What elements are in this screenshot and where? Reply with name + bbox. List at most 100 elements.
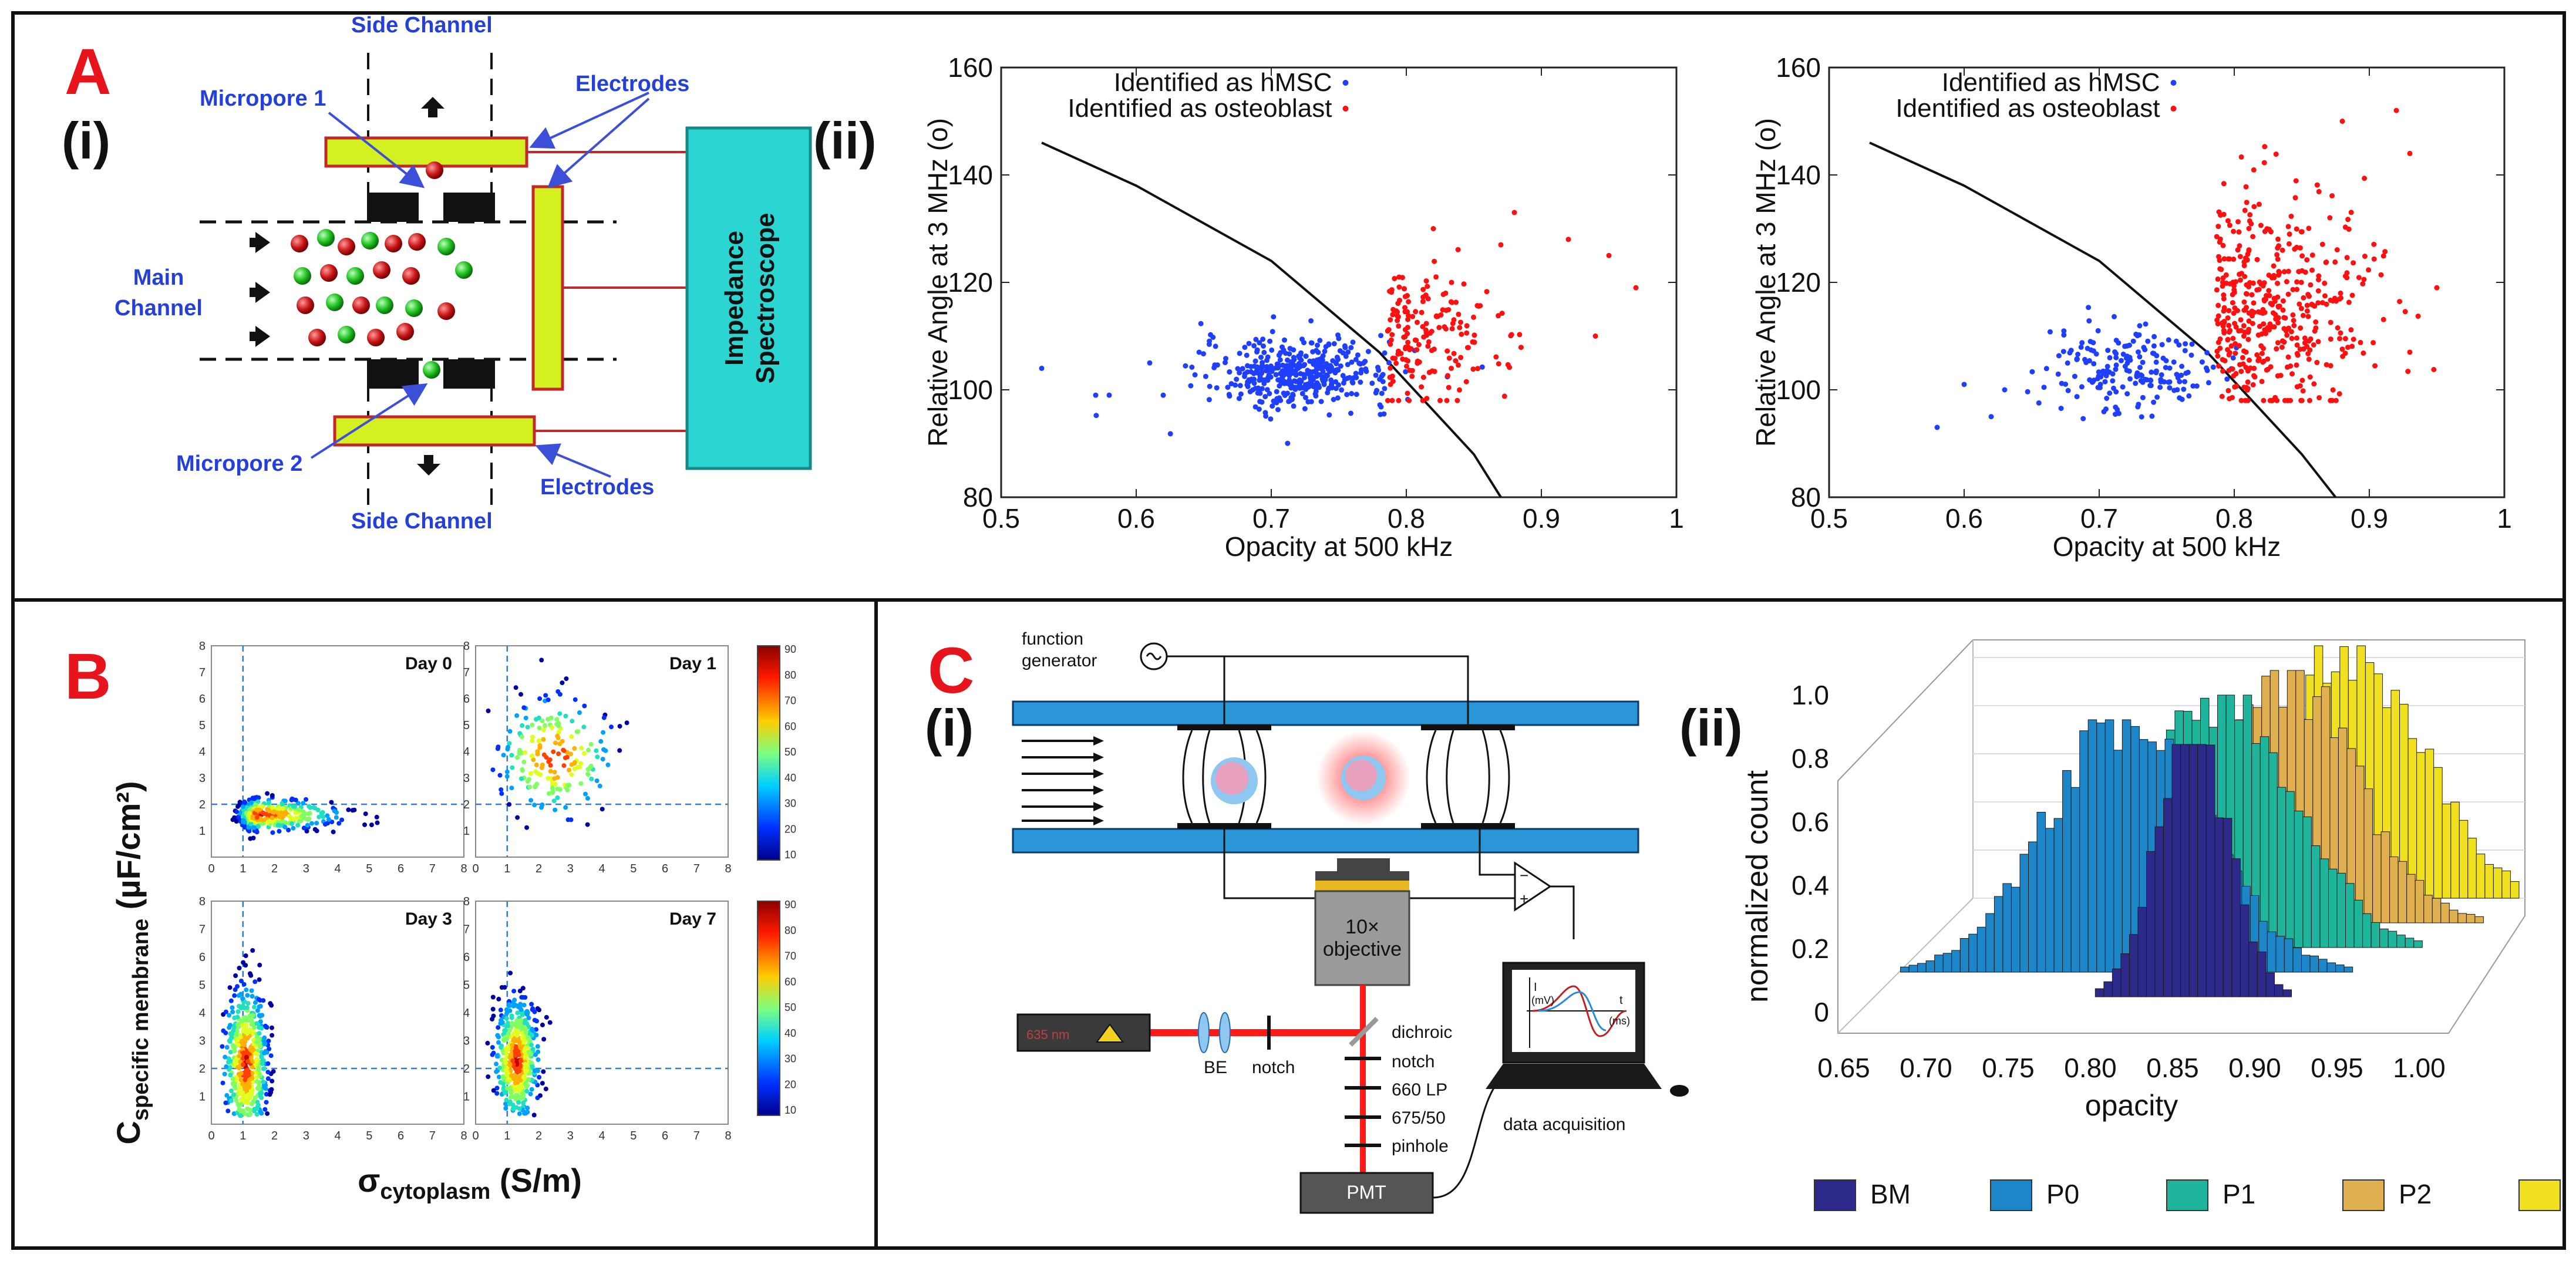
data-point	[1247, 389, 1253, 395]
colorbar-tick: 30	[784, 798, 796, 810]
data-point	[2323, 259, 2329, 265]
data-point	[2378, 272, 2384, 278]
density-point	[295, 822, 301, 828]
density-point	[521, 1100, 526, 1105]
density-point	[265, 1111, 270, 1116]
data-point	[1279, 344, 1285, 350]
density-point	[517, 1106, 522, 1111]
data-point	[1459, 331, 1464, 337]
data-point	[1404, 363, 1409, 369]
density-point	[501, 1077, 506, 1082]
data-point	[1314, 366, 1319, 372]
data-point	[2231, 228, 2237, 234]
data-point	[2311, 342, 2316, 348]
density-point	[585, 822, 590, 827]
density-point	[241, 818, 246, 823]
density-point	[496, 1034, 501, 1040]
data-point	[2315, 288, 2321, 294]
data-point	[2210, 364, 2216, 370]
density-point	[243, 800, 248, 805]
data-point	[1317, 372, 1323, 377]
density-point	[533, 784, 538, 790]
data-point	[1493, 354, 1499, 360]
density-point	[508, 970, 513, 976]
data-point	[2250, 280, 2256, 286]
data-point	[1397, 298, 1402, 304]
spectro-label-1: Impedance	[720, 231, 749, 366]
data-point	[2123, 355, 2129, 361]
data-point	[2284, 279, 2289, 285]
data-point	[2139, 414, 2144, 420]
x-tick-label: 0.7	[1252, 503, 1290, 534]
data-point	[1307, 369, 1313, 375]
density-point	[517, 731, 523, 736]
data-point	[2279, 338, 2285, 344]
density-point	[244, 1084, 249, 1089]
density-point	[494, 1061, 499, 1067]
density-point	[519, 734, 524, 740]
data-point	[2254, 352, 2260, 358]
green-particle	[317, 229, 335, 247]
panel-c-frame	[874, 598, 2566, 1250]
data-point	[1277, 357, 1283, 363]
data-point	[2275, 281, 2280, 286]
y-tick-label: 80	[1791, 482, 1821, 513]
density-point	[517, 989, 523, 993]
data-point	[2215, 276, 2221, 282]
data-point	[2316, 395, 2322, 400]
data-point	[2221, 319, 2227, 324]
data-point	[1420, 299, 1426, 305]
data-point	[2256, 201, 2262, 207]
density-point	[496, 1074, 501, 1080]
spectro-label-2: Spectroscope	[751, 213, 780, 384]
legend-swatch	[2166, 1179, 2208, 1211]
data-point	[2306, 356, 2312, 362]
data-point	[2240, 355, 2245, 360]
density-point	[316, 814, 322, 820]
hist-bar	[1968, 933, 1978, 973]
data-point	[2215, 321, 2221, 327]
density-point	[240, 1081, 245, 1087]
density-point	[530, 1064, 535, 1070]
data-point	[2120, 384, 2126, 390]
data-point	[2025, 389, 2031, 395]
data-point	[2151, 343, 2157, 349]
x-axis-label: Opacity at 500 kHz	[2053, 531, 2281, 562]
data-point	[2255, 309, 2261, 315]
legend-swatch	[1990, 1179, 2032, 1211]
data-point	[1407, 367, 1413, 373]
data-point	[2284, 332, 2290, 338]
density-point	[251, 835, 256, 841]
density-point	[605, 762, 611, 767]
data-point	[2298, 325, 2304, 331]
density-point	[245, 993, 250, 998]
data-point	[1212, 362, 1218, 368]
data-point	[2306, 225, 2312, 231]
data-point	[1501, 393, 1507, 399]
data-point	[1453, 358, 1459, 364]
density-point	[515, 815, 520, 820]
x-tick-label: 5	[630, 1129, 637, 1142]
data-point	[2237, 243, 2242, 249]
density-point	[503, 1101, 508, 1107]
density-point	[528, 1052, 533, 1057]
data-point	[2316, 277, 2321, 282]
data-point	[1260, 336, 1266, 342]
data-point	[1262, 394, 1268, 400]
density-point	[314, 821, 319, 826]
data-point	[1308, 340, 1314, 346]
colorbar-tick: 90	[784, 899, 796, 911]
data-point	[1451, 350, 1457, 356]
data-point	[1280, 362, 1285, 368]
density-point	[517, 751, 522, 756]
density-point	[256, 1065, 261, 1070]
data-point	[2226, 367, 2232, 373]
data-point	[1413, 338, 1419, 343]
data-point	[2189, 341, 2195, 347]
colorbar-tick: 50	[784, 1002, 796, 1013]
data-point	[2271, 263, 2277, 269]
data-point	[1273, 372, 1279, 377]
red-particle	[385, 235, 402, 252]
data-point	[1375, 365, 1380, 370]
density-point	[496, 996, 501, 1002]
